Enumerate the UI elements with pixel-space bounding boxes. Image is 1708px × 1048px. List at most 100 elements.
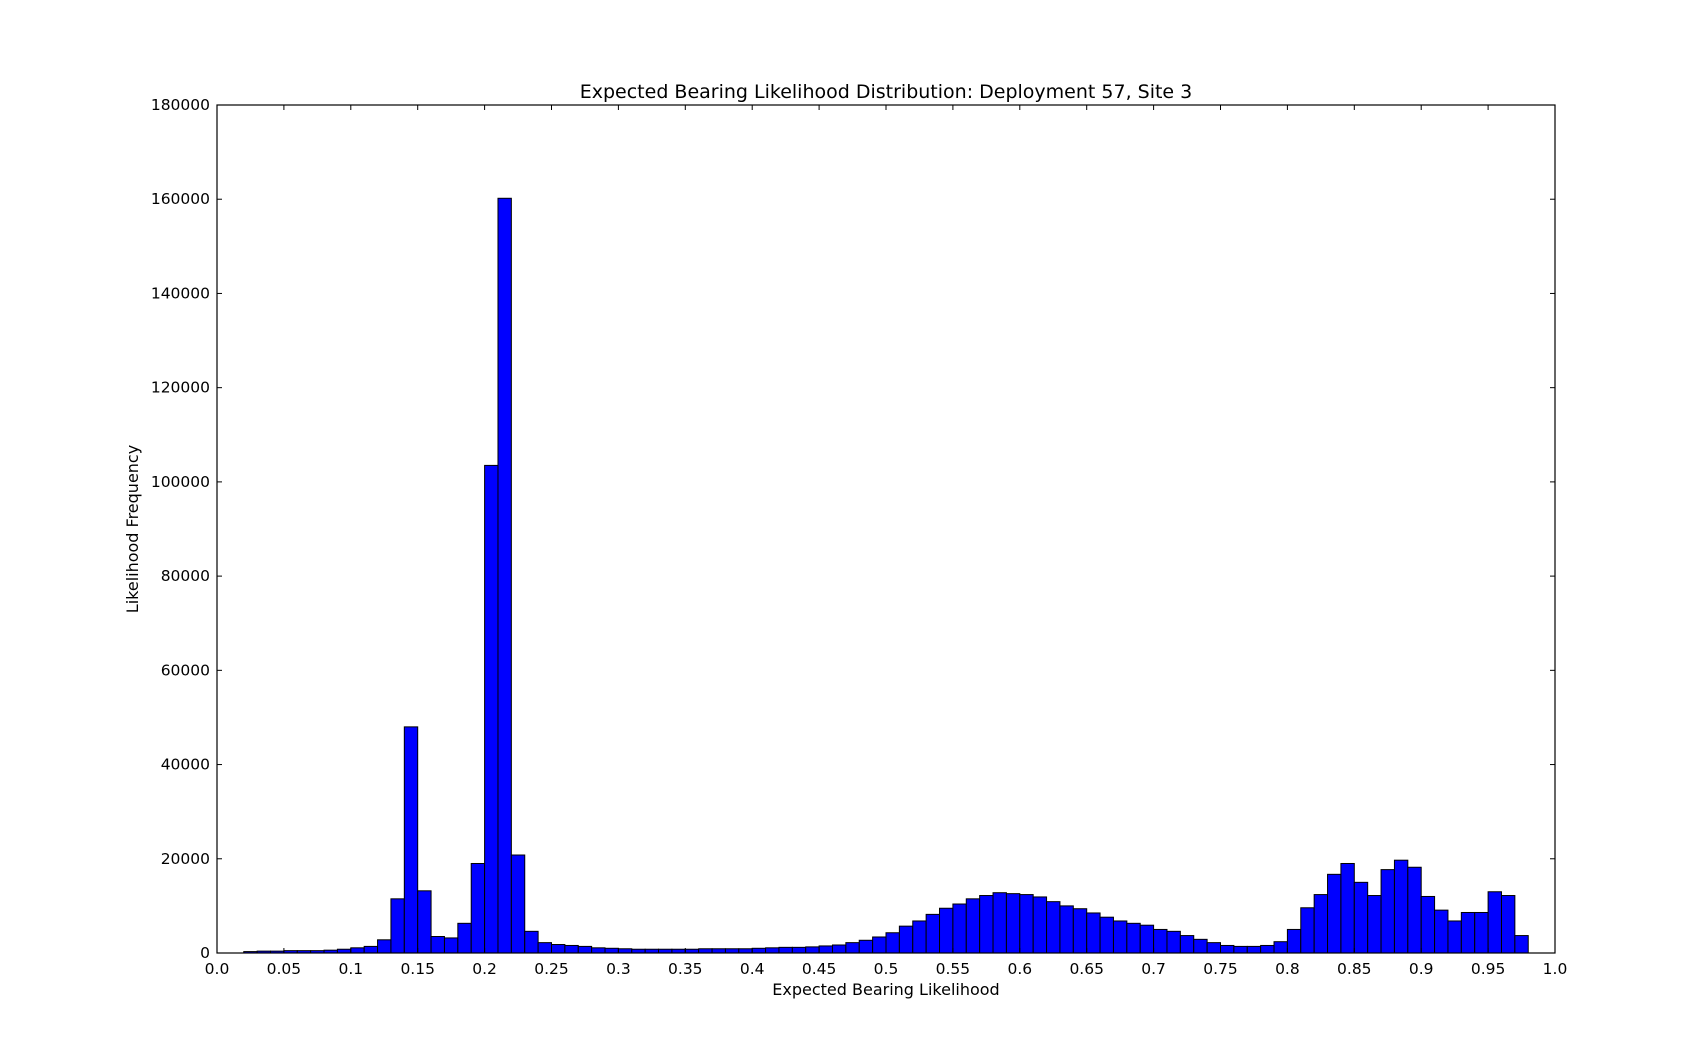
histogram-bar <box>1407 866 1422 954</box>
histogram-bar <box>1514 935 1529 954</box>
histogram-bar <box>738 948 753 954</box>
y-tick-label: 180000 <box>151 96 210 114</box>
histogram-bar <box>577 945 593 954</box>
histogram-bar <box>1246 945 1262 954</box>
x-tick-label: 0.15 <box>400 960 435 978</box>
x-tick-label: 0.8 <box>1275 960 1300 978</box>
histogram-bar <box>858 939 874 954</box>
y-tick-label: 0 <box>200 944 210 962</box>
histogram-bar <box>1380 869 1395 954</box>
histogram-bar <box>1166 930 1181 954</box>
histogram-bar <box>1126 922 1141 954</box>
histogram-bar <box>1193 938 1208 954</box>
histogram-bar <box>965 898 981 954</box>
histogram-bar <box>1353 881 1369 954</box>
histogram-bar <box>1099 916 1114 954</box>
histogram-bar <box>591 947 606 954</box>
histogram-bar <box>805 946 820 954</box>
histogram-bar <box>845 942 860 954</box>
histogram-bar <box>925 913 941 954</box>
histogram-bar <box>1500 895 1516 954</box>
y-tick-label: 60000 <box>161 661 210 679</box>
histogram-bar <box>1153 928 1168 954</box>
histogram-bar <box>1059 905 1074 954</box>
y-tick-label: 40000 <box>161 756 210 774</box>
x-tick-label: 0.45 <box>802 960 837 978</box>
histogram-bar <box>1487 891 1502 954</box>
x-tick-label: 0.5 <box>874 960 899 978</box>
x-axis-ticks: 0.0 0.05 0.1 0.15 0.2 0.25 0.3 0.35 0.4 0.45 0.5 0.… <box>205 105 1568 978</box>
histogram-bar <box>1112 920 1128 954</box>
histogram-bar <box>791 946 807 954</box>
histogram-bar <box>524 930 539 954</box>
histogram-bar <box>484 464 499 954</box>
x-tick-label: 0.75 <box>1203 960 1238 978</box>
histogram-bar <box>1233 945 1248 954</box>
histogram-bar <box>443 937 459 954</box>
histogram-bar <box>751 947 767 954</box>
histogram-bar <box>724 948 740 954</box>
histogram-bar <box>1260 944 1275 954</box>
histogram-bar <box>1286 928 1302 954</box>
histogram-bar <box>470 862 486 954</box>
histogram-bar <box>711 948 726 954</box>
histogram-bar <box>979 895 994 954</box>
y-tick-label: 160000 <box>151 190 210 208</box>
x-tick-label: 0.0 <box>205 960 230 978</box>
x-tick-label: 0.6 <box>1007 960 1032 978</box>
histogram-bar <box>1046 901 1061 954</box>
histogram-bar <box>551 944 566 954</box>
y-tick-label: 120000 <box>151 379 210 397</box>
histogram-bar <box>1393 859 1409 954</box>
x-tick-label: 0.1 <box>338 960 363 978</box>
histogram-bar <box>992 892 1007 954</box>
histogram-bar <box>537 942 552 954</box>
histogram-bar <box>912 920 927 954</box>
histogram-bar <box>1434 909 1449 954</box>
histogram-bar <box>497 197 512 954</box>
y-tick-label: 100000 <box>151 473 210 491</box>
histogram-bar <box>1206 942 1221 954</box>
histogram-bar <box>1139 924 1155 954</box>
y-axis-label: Likelihood Frequency <box>123 445 142 613</box>
histogram-bar <box>1447 920 1462 954</box>
histogram-bar <box>510 854 526 954</box>
x-tick-label: 1.0 <box>1543 960 1568 978</box>
histogram-bar <box>604 947 619 954</box>
histogram-bar <box>1005 893 1021 954</box>
x-tick-label: 0.25 <box>534 960 569 978</box>
histogram-bar <box>1019 894 1034 954</box>
histogram-bar <box>939 907 954 954</box>
histogram-bar <box>952 903 967 954</box>
x-tick-label: 0.2 <box>472 960 497 978</box>
histogram-bar <box>898 925 914 954</box>
x-tick-label: 0.9 <box>1409 960 1434 978</box>
histogram-bar <box>1032 896 1048 954</box>
chart-title: Expected Bearing Likelihood Distribution… <box>580 81 1193 103</box>
histogram-bar <box>390 898 405 954</box>
histogram-bar <box>1474 911 1489 954</box>
x-tick-label: 0.7 <box>1141 960 1166 978</box>
histogram-bar <box>1313 894 1329 954</box>
histogram-bar <box>363 945 379 954</box>
histogram-bar <box>1460 911 1476 954</box>
histogram-bar <box>1220 944 1235 954</box>
histogram-bar <box>564 944 579 954</box>
histogram-bar <box>818 945 833 954</box>
x-axis-label: Expected Bearing Likelihood <box>772 980 999 999</box>
histogram-bar <box>617 948 633 954</box>
x-tick-label: 0.3 <box>606 960 631 978</box>
histogram-bar <box>1086 912 1101 954</box>
histogram-bar <box>885 932 900 954</box>
x-tick-label: 0.95 <box>1471 960 1506 978</box>
x-tick-label: 0.05 <box>267 960 302 978</box>
y-tick-label: 20000 <box>161 850 210 868</box>
histogram-bar <box>872 936 887 954</box>
histogram-bars <box>243 197 1529 954</box>
histogram-bar <box>831 944 847 954</box>
histogram-bar <box>765 947 780 954</box>
histogram-bar <box>377 939 392 954</box>
histogram-bar <box>1367 895 1382 954</box>
histogram-bar <box>1072 908 1088 954</box>
